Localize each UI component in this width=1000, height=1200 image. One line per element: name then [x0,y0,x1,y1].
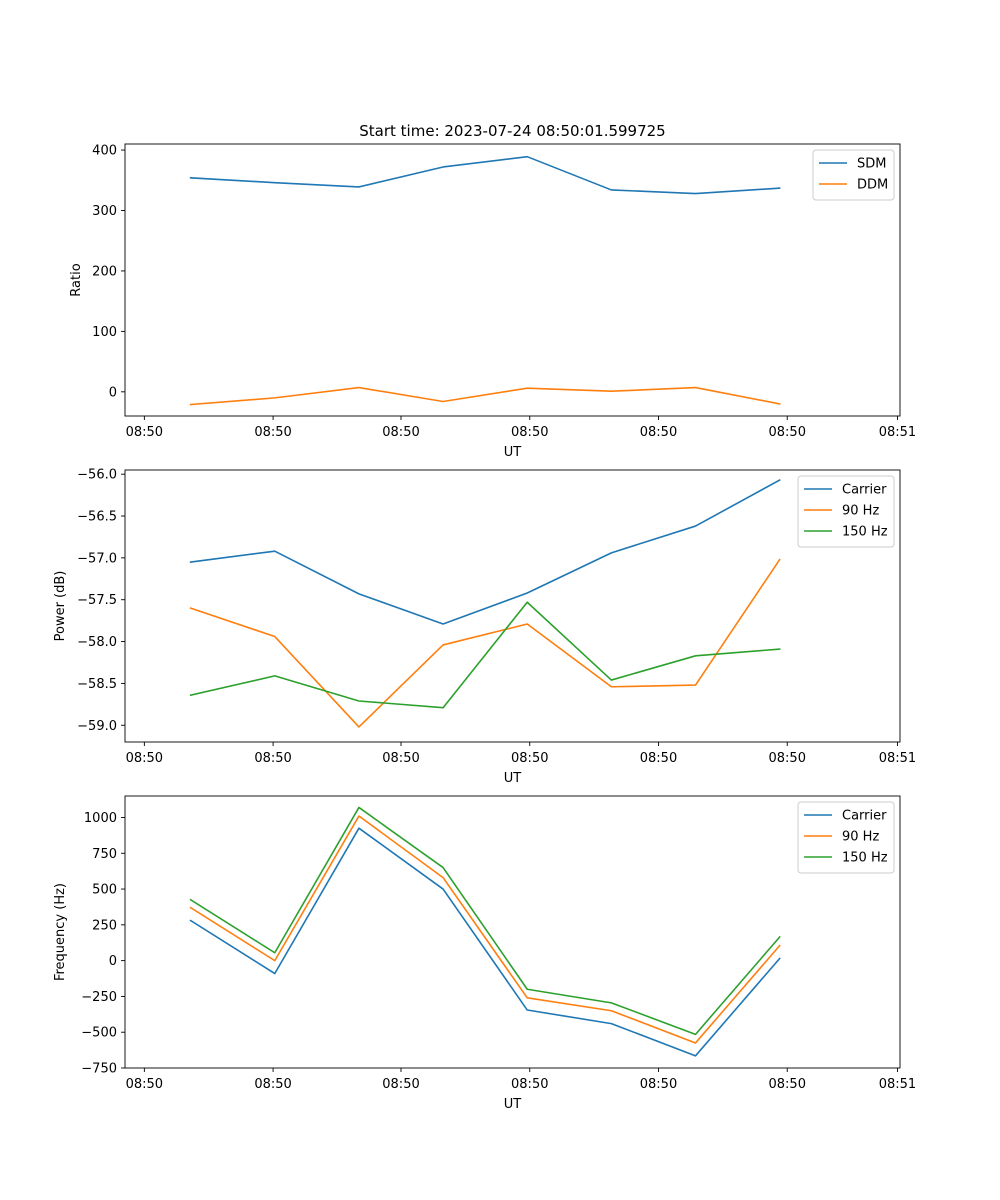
y-axis-label: Power (dB) [53,571,68,642]
legend: Carrier 90 Hz 150 Hz [797,475,895,548]
axes-frame [124,469,901,743]
y-tick-label: 500 [92,883,117,898]
x-tick-label: 08:50 [254,751,291,766]
series-line-sdm [189,155,781,195]
legend-label-90-hz: 90 Hz [842,830,879,845]
y-tick-label: 300 [92,204,117,219]
y-tick-label: −500 [81,1026,117,1041]
series-line-150-hz [189,806,781,1036]
legend-label-90-hz: 90 Hz [842,504,879,519]
y-tick-label: 200 [92,264,117,279]
axes-frame [124,795,901,1069]
y-tick-label: −56.0 [77,468,117,483]
x-tick-label: 08:50 [126,425,163,440]
legend: SDM DDM [812,149,895,201]
y-tick-label: −250 [81,990,117,1005]
x-tick-label: 08:50 [640,751,677,766]
x-tick-label: 08:50 [126,1077,163,1092]
x-tick-label: 08:50 [511,751,548,766]
x-tick-label: 08:50 [769,1077,806,1092]
series-line-150-hz [189,601,781,709]
legend-label-ddm: DDM [857,178,888,193]
y-tick-label: 0 [109,954,117,969]
x-axis-label: UT [504,771,522,786]
y-axis-label: Ratio [69,263,84,296]
legend-label-sdm: SDM [857,157,886,172]
series-line-90-hz [189,815,781,1044]
legend-label-carrier: Carrier [842,809,887,824]
legend-label-150-hz: 150 Hz [842,851,888,866]
series-line-90-hz [189,558,781,728]
x-tick-label: 08:50 [640,1077,677,1092]
y-tick-label: −58.0 [77,635,117,650]
x-tick-label: 08:50 [640,425,677,440]
x-tick-label: 08:50 [511,425,548,440]
y-tick-label: 250 [92,918,117,933]
charts-container: 08:50 08:50 08:50 08:50 08:50 08:50 08:51 0 100 2… [53,144,916,1112]
x-tick-label: 08:51 [879,1077,916,1092]
y-axis-label: Frequency (Hz) [53,883,68,981]
series-line-carrier [189,827,781,1057]
series-line-ddm [189,386,781,406]
y-tick-label: −58.5 [77,677,117,692]
axes-frame [124,143,901,417]
figure-title: Start time: 2023-07-24 08:50:01.599725 [359,122,665,140]
x-axis-label: UT [504,1097,522,1112]
chart-panel-1: 08:50 08:50 08:50 08:50 08:50 08:50 08:51 0 100 2… [69,144,916,460]
legend: Carrier 90 Hz 150 Hz [797,801,895,874]
legend-label-carrier: Carrier [842,483,887,498]
y-tick-label: 1000 [84,811,117,826]
x-tick-label: 08:51 [879,751,916,766]
y-tick-label: −59.0 [77,719,117,734]
x-tick-label: 08:50 [254,425,291,440]
chart-panel-3: 08:50 08:50 08:50 08:50 08:50 08:50 08:51 −750 −… [53,795,916,1112]
x-tick-label: 08:50 [769,751,806,766]
y-tick-label: −56.5 [77,510,117,525]
x-axis-label: UT [504,445,522,460]
x-tick-label: 08:50 [382,1077,419,1092]
legend-box [797,475,895,548]
x-tick-label: 08:50 [126,751,163,766]
y-tick-label: 100 [92,325,117,340]
legend-box [797,801,895,874]
x-tick-label: 08:50 [769,425,806,440]
y-tick-label: −57.0 [77,551,117,566]
legend-label-150-hz: 150 Hz [842,525,888,540]
y-tick-label: 400 [92,144,117,159]
chart-panel-2: 08:50 08:50 08:50 08:50 08:50 08:50 08:51 −59.0… [53,468,916,786]
x-tick-label: 08:50 [382,751,419,766]
y-tick-label: 750 [92,847,117,862]
x-tick-label: 08:50 [254,1077,291,1092]
x-tick-label: 08:51 [879,425,916,440]
y-tick-label: −750 [81,1062,117,1077]
y-tick-label: −57.5 [77,593,117,608]
x-tick-label: 08:50 [511,1077,548,1092]
y-tick-label: 0 [109,385,117,400]
x-tick-label: 08:50 [382,425,419,440]
series-line-carrier [189,478,781,625]
